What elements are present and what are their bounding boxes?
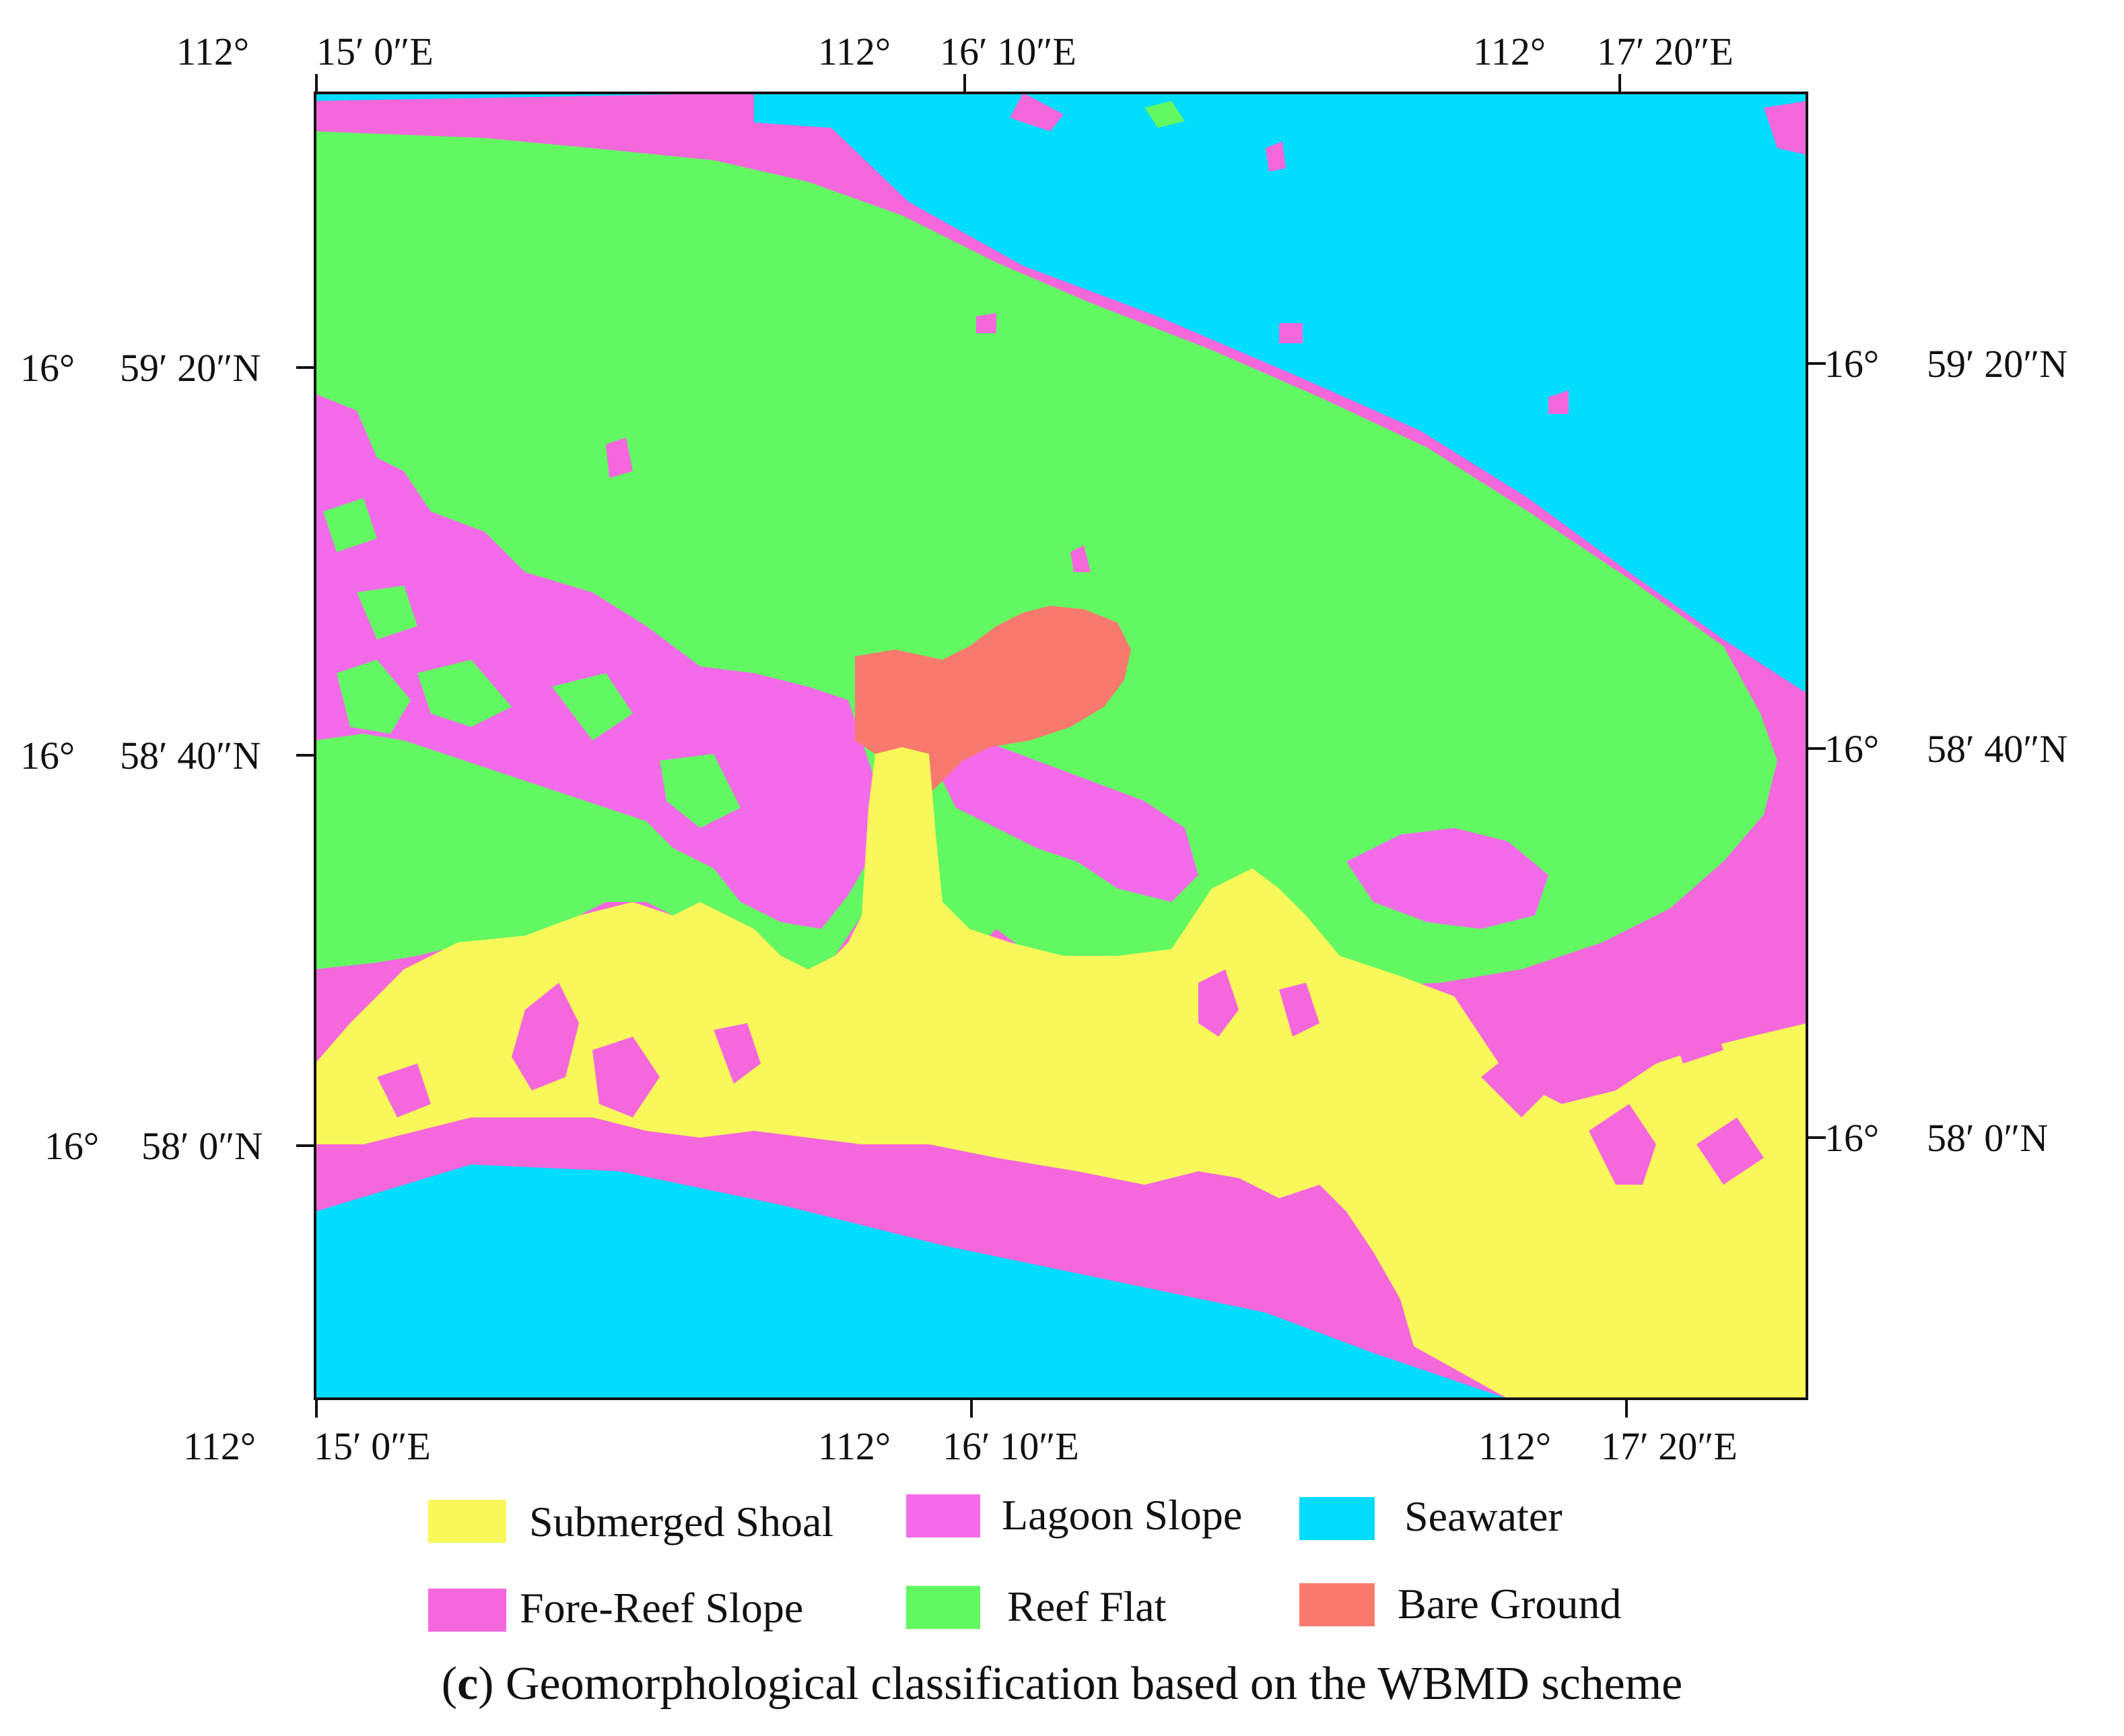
legend-swatch-reef-flat <box>906 1586 980 1629</box>
left-tick-min-2: 58′ 40″N <box>120 734 261 777</box>
right-tick-min-2: 58′ 40″N <box>1927 727 2067 771</box>
legend-swatch-fore-reef-slope <box>428 1589 506 1632</box>
left-tick-min-3: 58′ 0″N <box>141 1124 263 1168</box>
right-tick-min-1: 59′ 20″N <box>1927 342 2067 386</box>
bottom-tick-min-3: 17′ 20″E <box>1601 1424 1738 1468</box>
legend-label-submerged-shoal: Submerged Shoal <box>529 1498 833 1546</box>
legend-label-reef-flat: Reef Flat <box>1007 1583 1167 1630</box>
legend-swatch-lagoon-slope <box>906 1494 980 1537</box>
legend: Submerged Shoal Lagoon Slope Seawater Fo… <box>428 1491 1621 1632</box>
legend-swatch-submerged-shoal <box>428 1500 506 1543</box>
submerged-shoal-region <box>315 747 1807 1399</box>
bottom-tick-min-1: 15′ 0″E <box>314 1424 431 1468</box>
left-tick-deg-2: 16° <box>20 734 75 777</box>
top-tick-min-2: 16′ 10″E <box>940 30 1076 73</box>
legend-label-seawater: Seawater <box>1404 1492 1563 1540</box>
left-tick-min-1: 59′ 20″N <box>120 346 261 390</box>
map-border <box>314 92 1808 1400</box>
top-tick-min-1: 15′ 0″E <box>316 30 434 73</box>
top-tick-deg-3: 112° <box>1473 30 1546 73</box>
caption-text: Geomorphological classification based on… <box>505 1658 1683 1710</box>
bottom-tick-min-2: 16′ 10″E <box>943 1424 1079 1468</box>
left-tick-deg-1: 16° <box>20 346 75 390</box>
legend-swatch-bare-ground <box>1299 1583 1375 1626</box>
figure-caption: (c) Geomorphological classification base… <box>441 1658 1683 1710</box>
bottom-tick-deg-2: 112° <box>818 1424 891 1468</box>
bottom-tick-deg-1: 112° <box>183 1424 256 1468</box>
top-tick-deg-2: 112° <box>818 30 891 73</box>
bare-ground-region <box>855 606 1131 794</box>
right-tick-deg-2: 16° <box>1824 727 1879 771</box>
top-tick-deg-1: 112° <box>176 30 249 73</box>
right-tick-deg-3: 16° <box>1824 1116 1879 1160</box>
legend-label-lagoon-slope: Lagoon Slope <box>1002 1491 1242 1539</box>
right-tick-deg-1: 16° <box>1824 342 1879 386</box>
left-tick-deg-3: 16° <box>44 1124 99 1168</box>
tick-marks <box>296 74 1826 1418</box>
map-frame <box>315 93 1807 1399</box>
right-tick-min-3: 58′ 0″N <box>1927 1116 2048 1160</box>
top-tick-min-3: 17′ 20″E <box>1597 30 1734 73</box>
bottom-tick-deg-3: 112° <box>1478 1424 1551 1468</box>
legend-label-bare-ground: Bare Ground <box>1398 1580 1621 1628</box>
legend-label-fore-reef-slope: Fore-Reef Slope <box>520 1584 803 1632</box>
caption-letter: c <box>457 1658 479 1710</box>
legend-swatch-seawater <box>1299 1497 1375 1540</box>
